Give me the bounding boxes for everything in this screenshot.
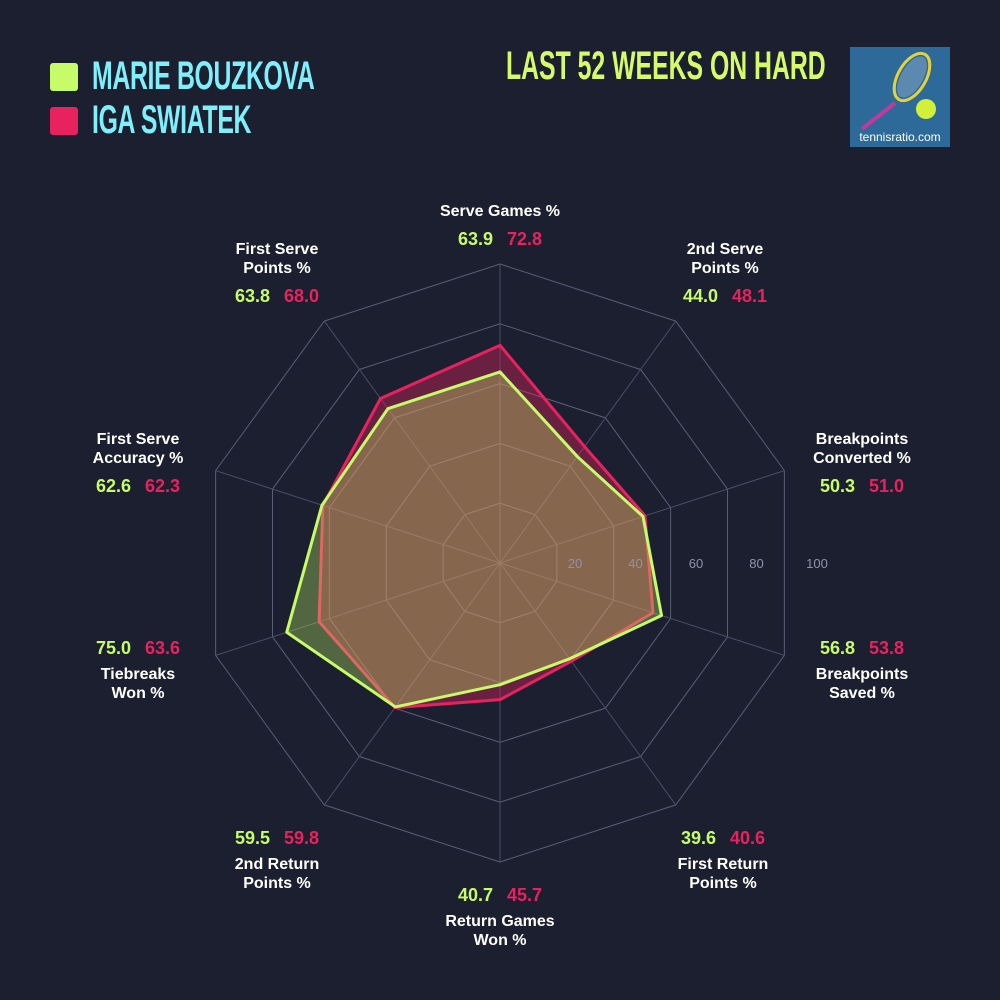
axis-label-line: Accuracy % <box>92 450 184 467</box>
axis-label: 2nd Return Points % <box>187 855 367 893</box>
value-labels: 63.9 72.8 <box>410 229 590 250</box>
value-bouzkova: 62.6 <box>95 476 131 496</box>
value-labels: 62.6 62.3 <box>48 476 228 497</box>
value-bouzkova: 56.8 <box>819 638 855 658</box>
value-labels: 63.8 68.0 <box>187 286 367 307</box>
chart-title: LAST 52 WEEKS ON HARD <box>506 44 826 88</box>
value-swiatek: 51.0 <box>869 476 905 496</box>
value-labels: 40.7 45.7 <box>410 885 590 906</box>
axis-label: 2nd Serve Points % <box>635 240 815 278</box>
value-swiatek: 68.0 <box>284 286 320 306</box>
grid-spoke <box>499 562 785 656</box>
value-swiatek: 72.8 <box>507 229 543 249</box>
axis-label-line: Tiebreaks <box>100 666 176 683</box>
axis-label-line: Points % <box>691 260 759 277</box>
legend-item-bouzkova: MARIE BOUZKOVA <box>50 54 451 99</box>
value-labels: 50.3 51.0 <box>772 476 952 497</box>
tick-label: 20 <box>568 556 582 571</box>
axis-label: Serve Games % <box>410 202 590 221</box>
value-bouzkova: 39.6 <box>680 828 716 848</box>
axis-label-line: Won % <box>111 685 165 702</box>
legend-item-swiatek: IGA SWIATEK <box>50 98 349 143</box>
tick-label: 40 <box>628 556 642 571</box>
value-swiatek: 40.6 <box>730 828 766 848</box>
value-bouzkova: 59.5 <box>234 828 270 848</box>
value-labels: 39.6 40.6 <box>633 828 813 849</box>
logo-text: tennisratio.com <box>859 130 941 144</box>
value-labels: 59.5 59.8 <box>187 828 367 849</box>
tennisratio-logo: tennisratio.com <box>850 47 950 147</box>
axis-label-line: First Return <box>677 856 769 873</box>
axis-label-line: Won % <box>473 932 527 949</box>
grid-spoke <box>215 470 501 564</box>
value-bouzkova: 44.0 <box>682 286 718 306</box>
value-swiatek: 53.8 <box>869 638 905 658</box>
axis-label-line: 2nd Return <box>234 856 320 873</box>
tick-label: 100 <box>806 556 828 571</box>
axis-label-line: First Serve <box>96 431 180 448</box>
axis-label-line: Breakpoints <box>815 431 909 448</box>
value-bouzkova: 50.3 <box>819 476 855 496</box>
value-labels: 44.0 48.1 <box>635 286 815 307</box>
series-area-bouzkova <box>285 370 664 709</box>
axis-label: First Serve Points % <box>187 240 367 278</box>
value-labels: 75.0 63.6 <box>48 638 228 659</box>
tick-label: 60 <box>689 556 703 571</box>
axis-label-line: Points % <box>243 875 311 892</box>
grid-spoke <box>323 562 501 806</box>
axis-label-line: Points % <box>243 260 311 277</box>
axis-label-line: Points % <box>689 875 757 892</box>
grid-spoke <box>499 562 677 806</box>
racket-icon <box>860 51 936 131</box>
legend-label: IGA SWIATEK <box>92 98 252 142</box>
tick-label: 80 <box>749 556 763 571</box>
axis-label: First Return Points % <box>633 855 813 893</box>
series-area-swiatek <box>317 343 655 710</box>
axis-label: Breakpoints Saved % <box>772 665 952 703</box>
value-swiatek: 48.1 <box>732 286 768 306</box>
value-swiatek: 63.6 <box>145 638 181 658</box>
axis-label-line: Saved % <box>829 685 895 702</box>
axis-label: Return Games Won % <box>410 912 590 950</box>
value-swiatek: 59.8 <box>284 828 320 848</box>
axis-label-line: 2nd Serve <box>686 241 764 258</box>
value-bouzkova: 63.8 <box>234 286 270 306</box>
value-swiatek: 62.3 <box>145 476 181 496</box>
grid-spoke <box>499 320 677 564</box>
legend-swatch <box>50 106 78 135</box>
axis-label-line: Return Games <box>445 913 555 930</box>
axis-label-line: First Serve <box>235 241 319 258</box>
axis-label-line: Breakpoints <box>815 666 909 683</box>
value-bouzkova: 40.7 <box>457 885 493 905</box>
value-swiatek: 45.7 <box>507 885 543 905</box>
axis-label-line: Serve Games % <box>439 203 561 220</box>
axis-label: Tiebreaks Won % <box>48 665 228 703</box>
legend-label: MARIE BOUZKOVA <box>92 54 315 98</box>
axis-label: First Serve Accuracy % <box>48 430 228 468</box>
grid-spoke <box>323 320 501 564</box>
axis-label: Breakpoints Converted % <box>772 430 952 468</box>
value-labels: 56.8 53.8 <box>772 638 952 659</box>
axis-label-line: Converted % <box>813 450 911 467</box>
legend-swatch <box>50 62 78 91</box>
value-bouzkova: 75.0 <box>95 638 131 658</box>
grid-spoke <box>215 562 501 656</box>
value-bouzkova: 63.9 <box>457 229 493 249</box>
